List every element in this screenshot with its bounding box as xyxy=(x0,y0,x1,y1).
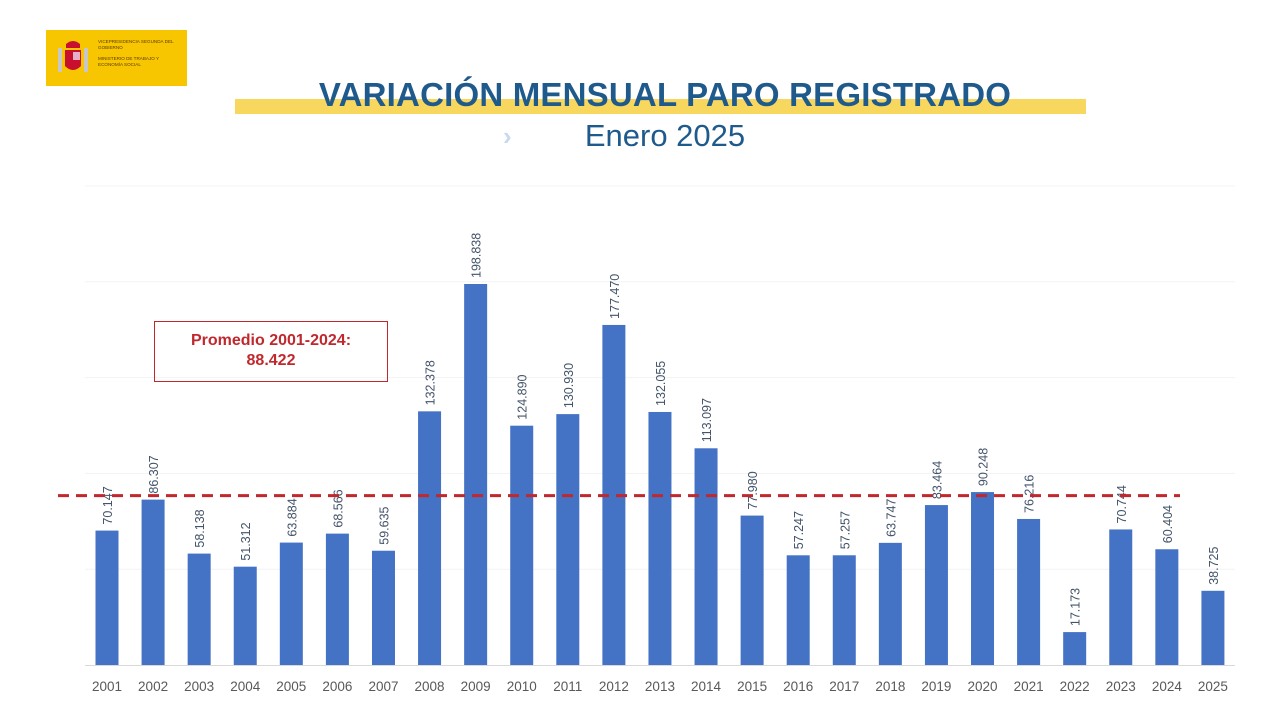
data-label-2001: 70.147 xyxy=(101,486,115,524)
bar-2011 xyxy=(556,414,580,665)
data-label-2002: 86.307 xyxy=(147,455,161,493)
x-tick-2005: 2005 xyxy=(276,679,306,694)
data-label-2025: 38.725 xyxy=(1207,547,1221,585)
bar-2010 xyxy=(510,425,534,665)
bar-2017 xyxy=(832,555,856,665)
ministry-logo: VICEPRESIDENCIA SEGUNDA DEL GOBIERNO MIN… xyxy=(46,30,187,86)
bar-2021 xyxy=(1017,518,1041,665)
x-tick-2015: 2015 xyxy=(737,679,767,694)
x-tick-2006: 2006 xyxy=(322,679,352,694)
data-label-2022: 17.173 xyxy=(1069,588,1083,626)
data-label-2016: 57.247 xyxy=(792,511,806,549)
data-label-2004: 51.312 xyxy=(239,522,253,560)
data-label-2011: 130.930 xyxy=(562,363,576,408)
bar-2014 xyxy=(694,448,718,665)
data-label-2012: 177.470 xyxy=(608,274,622,319)
bar-2007 xyxy=(371,550,395,665)
average-value: 88.422 xyxy=(246,352,296,369)
bar-2024 xyxy=(1155,549,1179,665)
data-label-2015: 77.980 xyxy=(746,471,760,509)
average-label: Promedio 2001-2024: xyxy=(190,332,352,349)
data-label-2024: 60.404 xyxy=(1161,505,1175,543)
x-tick-2022: 2022 xyxy=(1060,679,1090,694)
x-tick-2008: 2008 xyxy=(415,679,445,694)
x-tick-2023: 2023 xyxy=(1106,679,1136,694)
x-tick-2002: 2002 xyxy=(138,679,168,694)
bar-2001 xyxy=(95,530,119,665)
bar-2022 xyxy=(1063,632,1087,665)
coat-of-arms-icon xyxy=(58,41,88,72)
x-tick-2010: 2010 xyxy=(507,679,537,694)
bar-2020 xyxy=(971,492,995,665)
data-label-2009: 198.838 xyxy=(470,233,484,278)
title-highlight-band xyxy=(235,99,1086,114)
bar-2012 xyxy=(602,324,626,665)
data-label-2010: 124.890 xyxy=(516,374,530,419)
chart-title: VARIACIÓN MENSUAL PARO REGISTRADO xyxy=(318,76,1012,113)
x-tick-2018: 2018 xyxy=(875,679,905,694)
data-label-2013: 132.055 xyxy=(654,361,668,406)
bar-2009 xyxy=(464,284,488,665)
bar-2023 xyxy=(1109,529,1133,665)
x-tick-2025: 2025 xyxy=(1198,679,1228,694)
bar-2004 xyxy=(233,566,257,665)
x-tick-2017: 2017 xyxy=(829,679,859,694)
data-label-2007: 59.635 xyxy=(377,506,391,544)
bar-2003 xyxy=(187,553,211,665)
data-label-2020: 90.248 xyxy=(977,448,991,486)
data-label-2008: 132.378 xyxy=(424,360,438,405)
x-tick-2009: 2009 xyxy=(461,679,491,694)
data-label-2023: 70.744 xyxy=(1115,485,1129,523)
bar-2018 xyxy=(878,542,902,665)
chevron-right-icon: › xyxy=(503,121,512,151)
bar-2013 xyxy=(648,411,672,665)
x-tick-2024: 2024 xyxy=(1152,679,1183,694)
bar-2019 xyxy=(924,505,948,665)
x-tick-2019: 2019 xyxy=(921,679,951,694)
average-annotation: Promedio 2001-2024: 88.422 xyxy=(154,321,388,382)
data-label-2003: 58.138 xyxy=(193,509,207,547)
bar-2005 xyxy=(279,542,303,665)
x-tick-2012: 2012 xyxy=(599,679,629,694)
x-tick-2014: 2014 xyxy=(691,679,722,694)
bar-2002 xyxy=(141,499,165,665)
x-tick-2021: 2021 xyxy=(1014,679,1044,694)
x-tick-2013: 2013 xyxy=(645,679,675,694)
chart-subtitle: Enero 2025 xyxy=(584,118,746,153)
bar-2016 xyxy=(786,555,810,665)
x-tick-2003: 2003 xyxy=(184,679,214,694)
bar-2015 xyxy=(740,515,764,665)
data-label-2017: 57.257 xyxy=(838,511,852,549)
x-tick-2001: 2001 xyxy=(92,679,122,694)
x-tick-2011: 2011 xyxy=(553,679,582,694)
data-label-2005: 63.884 xyxy=(285,498,299,536)
data-label-2018: 63.747 xyxy=(884,499,898,537)
data-label-2006: 68.566 xyxy=(331,489,345,527)
data-label-2021: 76.216 xyxy=(1023,475,1037,513)
bar-2008 xyxy=(418,411,442,665)
data-label-2019: 83.464 xyxy=(930,461,944,499)
bar-2006 xyxy=(325,533,349,665)
logo-text-vicepresidencia: VICEPRESIDENCIA SEGUNDA DEL GOBIERNO xyxy=(98,39,174,50)
data-label-2014: 113.097 xyxy=(700,398,714,442)
logo-text-ministerio: MINISTERIO DE TRABAJO Y ECONOMÍA SOCIAL xyxy=(98,56,160,67)
x-tick-2020: 2020 xyxy=(967,679,997,694)
bar-2025 xyxy=(1201,590,1225,665)
x-tick-2016: 2016 xyxy=(783,679,813,694)
x-tick-2004: 2004 xyxy=(230,679,261,694)
x-tick-2007: 2007 xyxy=(368,679,398,694)
